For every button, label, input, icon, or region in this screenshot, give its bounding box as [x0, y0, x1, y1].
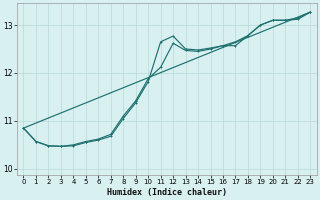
X-axis label: Humidex (Indice chaleur): Humidex (Indice chaleur) [107, 188, 227, 197]
